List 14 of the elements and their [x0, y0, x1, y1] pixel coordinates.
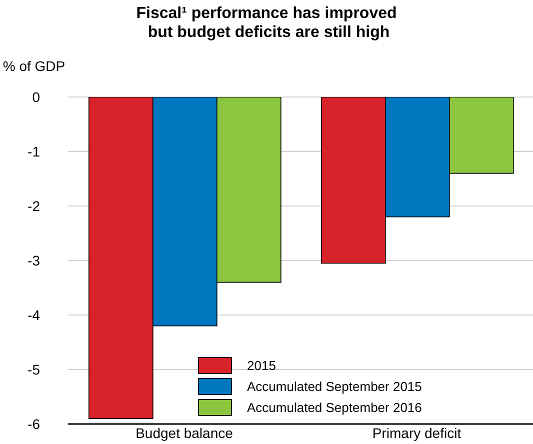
- chart-title: Fiscal¹ performance has improved but budget deficits are still high: [135, 4, 398, 42]
- y-tick-label: -2: [28, 198, 40, 214]
- y-tick-label: -4: [28, 306, 40, 323]
- y-tick-label: -1: [28, 143, 40, 160]
- legend-label: Accumulated September 2015: [247, 378, 422, 396]
- legend-label: 2015: [247, 357, 276, 375]
- y-tick-label: -3: [28, 252, 40, 268]
- y-axis-title: % of GDP: [2, 58, 66, 74]
- x-tick-label: Budget balance: [136, 424, 234, 441]
- legend-label: Accumulated September 2016: [247, 399, 422, 417]
- y-tick-label: 0: [32, 88, 40, 105]
- y-tick-label: -5: [28, 361, 40, 378]
- y-tick-label: -6: [28, 416, 40, 432]
- x-tick-label: Primary deficit: [372, 424, 462, 441]
